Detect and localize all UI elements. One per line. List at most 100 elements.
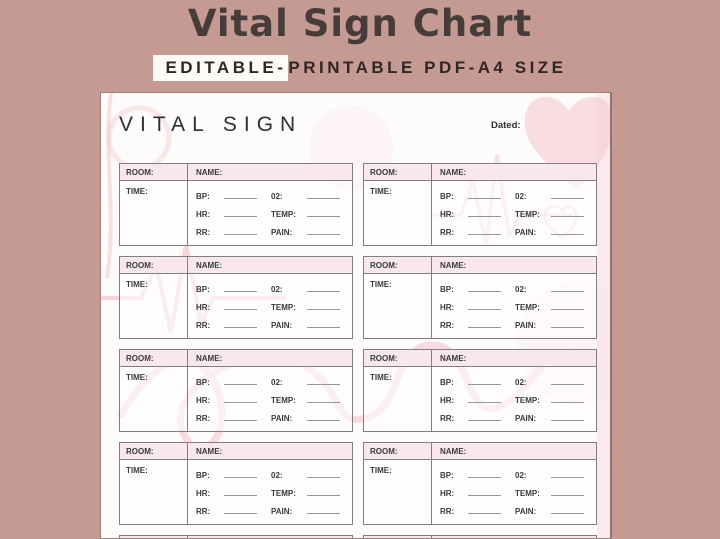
card-header-row: ROOM: NAME: bbox=[120, 257, 352, 274]
o2-input-line[interactable] bbox=[307, 281, 340, 292]
name-label: NAME: bbox=[440, 354, 467, 363]
bp-label: BP: bbox=[440, 378, 454, 387]
field-row-hr-temp: HR: TEMP: bbox=[440, 485, 586, 498]
field-row-hr-temp: HR: TEMP: bbox=[440, 299, 586, 312]
bp-input-line[interactable] bbox=[224, 188, 257, 199]
pain-input-line[interactable] bbox=[551, 224, 584, 235]
temp-input-line[interactable] bbox=[307, 485, 340, 496]
bp-input-line[interactable] bbox=[468, 467, 501, 478]
o2-input-line[interactable] bbox=[307, 467, 340, 478]
temp-input-line[interactable] bbox=[307, 206, 340, 217]
field-row-hr-temp: HR: TEMP: bbox=[196, 299, 342, 312]
bp-input-line[interactable] bbox=[224, 374, 257, 385]
pain-label: PAIN: bbox=[515, 321, 537, 330]
field-row-bp-o2: BP: 02: bbox=[196, 281, 342, 294]
o2-input-line[interactable] bbox=[551, 188, 584, 199]
vitals-fields: BP: 02: HR: TEMP: RR: PAIN: bbox=[188, 181, 352, 245]
hr-input-line[interactable] bbox=[224, 299, 257, 310]
temp-input-line[interactable] bbox=[551, 485, 584, 496]
rr-label: RR: bbox=[196, 321, 211, 330]
o2-input-line[interactable] bbox=[551, 467, 584, 478]
bp-input-line[interactable] bbox=[468, 281, 501, 292]
vital-sign-card: ROOM: NAME: TIME: BP: 02: HR: TEMP: bbox=[363, 349, 597, 432]
rr-label: RR: bbox=[440, 507, 455, 516]
card-body: TIME: BP: 02: HR: TEMP: RR: PAIN: bbox=[120, 181, 352, 245]
banner-title: Vital Sign Chart bbox=[187, 2, 533, 45]
o2-label: 02: bbox=[271, 378, 283, 387]
rr-input-line[interactable] bbox=[468, 503, 501, 514]
o2-input-line[interactable] bbox=[551, 281, 584, 292]
rr-input-line[interactable] bbox=[468, 224, 501, 235]
field-row-rr-pain: RR: PAIN: bbox=[440, 503, 586, 516]
vitals-fields: BP: 02: HR: TEMP: RR: PAIN: bbox=[432, 460, 596, 524]
name-label: NAME: bbox=[196, 261, 223, 270]
pain-input-line[interactable] bbox=[307, 317, 340, 328]
vitals-fields: BP: 02: HR: TEMP: RR: PAIN: bbox=[188, 460, 352, 524]
hr-label: HR: bbox=[196, 396, 211, 405]
field-row-bp-o2: BP: 02: bbox=[440, 467, 586, 480]
time-label: TIME: bbox=[120, 181, 188, 245]
bp-label: BP: bbox=[196, 471, 210, 480]
card-header-row: ROOM: NAME: bbox=[364, 443, 596, 460]
field-row-bp-o2: BP: 02: bbox=[196, 467, 342, 480]
rr-input-line[interactable] bbox=[224, 317, 257, 328]
bp-label: BP: bbox=[440, 192, 454, 201]
vital-cards-grid: ROOM: NAME: TIME: BP: 02: HR: TEMP: bbox=[119, 163, 597, 538]
vital-sign-card: ROOM: NAME: TIME: BP: 02: HR: TEMP: bbox=[363, 442, 597, 525]
bp-label: BP: bbox=[440, 471, 454, 480]
hr-input-line[interactable] bbox=[224, 392, 257, 403]
field-row-rr-pain: RR: PAIN: bbox=[196, 317, 342, 330]
pain-input-line[interactable] bbox=[307, 503, 340, 514]
card-body: TIME: BP: 02: HR: TEMP: RR: PAIN: bbox=[120, 460, 352, 524]
vitals-fields: BP: 02: HR: TEMP: RR: PAIN: bbox=[432, 274, 596, 338]
rr-input-line[interactable] bbox=[224, 410, 257, 421]
pain-input-line[interactable] bbox=[307, 224, 340, 235]
o2-input-line[interactable] bbox=[307, 188, 340, 199]
bp-input-line[interactable] bbox=[224, 467, 257, 478]
hr-input-line[interactable] bbox=[468, 206, 501, 217]
bp-input-line[interactable] bbox=[468, 374, 501, 385]
temp-input-line[interactable] bbox=[307, 392, 340, 403]
o2-input-line[interactable] bbox=[307, 374, 340, 385]
rr-label: RR: bbox=[440, 321, 455, 330]
rr-input-line[interactable] bbox=[468, 410, 501, 421]
room-label: ROOM: bbox=[120, 164, 188, 180]
rr-input-line[interactable] bbox=[224, 503, 257, 514]
bp-input-line[interactable] bbox=[224, 281, 257, 292]
time-label: TIME: bbox=[364, 367, 432, 431]
vitals-fields: BP: 02: HR: TEMP: RR: PAIN: bbox=[432, 367, 596, 431]
temp-label: TEMP: bbox=[271, 303, 296, 312]
card-header-row: ROOM: NAME: bbox=[364, 257, 596, 274]
temp-input-line[interactable] bbox=[307, 299, 340, 310]
hr-input-line[interactable] bbox=[468, 299, 501, 310]
pain-input-line[interactable] bbox=[551, 317, 584, 328]
pain-input-line[interactable] bbox=[551, 410, 584, 421]
field-row-bp-o2: BP: 02: bbox=[196, 374, 342, 387]
room-label: ROOM: bbox=[364, 257, 432, 273]
pain-label: PAIN: bbox=[515, 507, 537, 516]
temp-input-line[interactable] bbox=[551, 299, 584, 310]
temp-input-line[interactable] bbox=[551, 206, 584, 217]
vital-sign-card: ROOM: NAME: TIME: BP: 02: HR: TEMP: bbox=[363, 256, 597, 339]
vital-sign-card: ROOM: NAME: TIME: BP: 02: HR: TEMP: bbox=[119, 535, 353, 538]
hr-input-line[interactable] bbox=[468, 392, 501, 403]
pain-input-line[interactable] bbox=[551, 503, 584, 514]
hr-input-line[interactable] bbox=[224, 206, 257, 217]
room-label: ROOM: bbox=[120, 350, 188, 366]
name-label: NAME: bbox=[440, 261, 467, 270]
card-header-row: ROOM: NAME: bbox=[120, 350, 352, 367]
card-body: TIME: BP: 02: HR: TEMP: RR: PAIN: bbox=[364, 181, 596, 245]
room-label: ROOM: bbox=[120, 536, 188, 538]
temp-label: TEMP: bbox=[515, 489, 540, 498]
hr-input-line[interactable] bbox=[224, 485, 257, 496]
pain-input-line[interactable] bbox=[307, 410, 340, 421]
bp-input-line[interactable] bbox=[468, 188, 501, 199]
temp-input-line[interactable] bbox=[551, 392, 584, 403]
o2-input-line[interactable] bbox=[551, 374, 584, 385]
name-label: NAME: bbox=[440, 168, 467, 177]
hr-label: HR: bbox=[440, 303, 455, 312]
rr-input-line[interactable] bbox=[468, 317, 501, 328]
rr-input-line[interactable] bbox=[224, 224, 257, 235]
hr-input-line[interactable] bbox=[468, 485, 501, 496]
